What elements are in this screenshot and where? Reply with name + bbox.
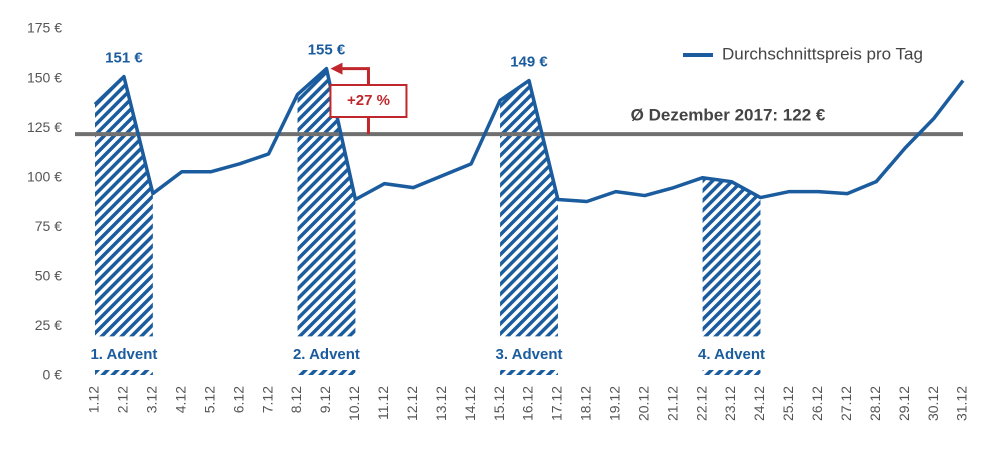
y-tick-label: 125 € [27,119,62,135]
advent-area [95,76,153,337]
advent-label: 2. Advent [293,346,360,363]
x-tick-label: 19.12 [607,386,623,421]
x-tick-label: 22.12 [693,386,709,421]
advent-strip [702,370,761,375]
x-tick-label: 8.12 [288,386,304,413]
x-tick-label: 3.12 [144,386,160,413]
x-tick-label: 4.12 [173,386,189,413]
x-tick-label: 16.12 [520,386,536,421]
y-tick-label: 25 € [35,317,62,333]
x-tick-label: 21.12 [664,386,680,421]
x-tick-label: 11.12 [375,386,391,420]
advent-label: 1. Advent [90,346,157,363]
data-label: 151 € [105,50,143,67]
x-tick-label: 14.12 [462,386,478,421]
x-tick-label: 27.12 [838,386,854,421]
x-tick-label: 28.12 [867,386,883,421]
x-tick-label: 5.12 [201,386,217,413]
advent-label: 3. Advent [496,346,563,363]
x-tick-label: 1.12 [86,386,102,413]
change-box [329,84,408,118]
x-tick-label: 17.12 [549,386,565,421]
average-label: Ø Dezember 2017: 122 € [631,106,826,125]
x-tick-label: 6.12 [230,386,246,413]
y-tick-label: 0 € [43,367,63,383]
x-tick-label: 26.12 [809,386,825,421]
x-tick-label: 29.12 [896,386,912,421]
x-tick-label: 30.12 [925,386,941,421]
advent-label: 4. Advent [698,346,765,363]
x-tick-label: 7.12 [259,386,275,413]
legend-label: Durchschnittspreis pro Tag [722,44,923,63]
y-tick-label: 50 € [35,268,62,284]
advent-strip [297,370,356,375]
advent-strip [95,370,153,375]
x-tick-label: 2.12 [115,386,131,413]
y-tick-label: 175 € [27,20,62,36]
change-label: +27 % [347,92,390,109]
x-tick-label: 15.12 [491,386,507,421]
change-arrow [330,62,343,75]
x-tick-label: 9.12 [317,386,333,413]
x-tick-label: 10.12 [346,386,362,421]
y-tick-label: 150 € [27,69,62,85]
x-tick-label: 23.12 [722,386,738,421]
advent-area [500,80,558,337]
advent-area [702,177,761,337]
series-line [93,66,965,204]
x-tick-label: 13.12 [433,386,449,421]
x-tick-label: 25.12 [780,386,796,421]
y-tick-label: 100 € [27,168,62,184]
x-tick-label: 31.12 [954,386,970,421]
x-tick-label: 12.12 [404,386,420,421]
x-tick-label: 20.12 [635,386,651,421]
x-tick-label: 24.12 [751,386,767,421]
data-label: 155 € [308,42,346,59]
data-label: 149 € [510,54,548,71]
advent-strip [500,370,558,375]
y-tick-label: 75 € [35,218,62,234]
x-tick-label: 18.12 [578,386,594,421]
